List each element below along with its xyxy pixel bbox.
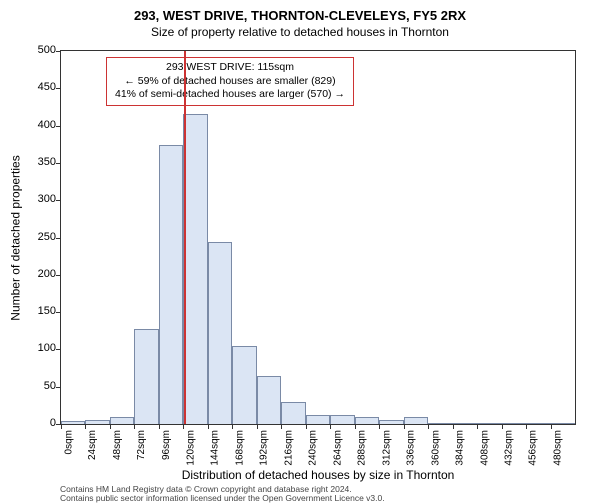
x-tick-label: 192sqm [259, 430, 270, 466]
y-tick [56, 312, 61, 313]
y-tick [56, 275, 61, 276]
x-tick-label: 384sqm [455, 430, 466, 466]
histogram-bar [61, 421, 85, 424]
y-tick-label: 200 [16, 268, 56, 280]
x-tick-label: 48sqm [112, 430, 123, 460]
x-tick [330, 424, 331, 429]
x-tick [281, 424, 282, 429]
x-tick [502, 424, 503, 429]
y-tick-label: 450 [16, 81, 56, 93]
x-tick [183, 424, 184, 429]
annotation-box: 293 WEST DRIVE: 115sqm ← 59% of detached… [106, 57, 354, 106]
histogram-bar [281, 402, 305, 424]
x-axis-title: Distribution of detached houses by size … [60, 468, 576, 482]
y-tick [56, 200, 61, 201]
chart-title-sub: Size of property relative to detached ho… [0, 23, 600, 39]
x-tick-label: 96sqm [161, 430, 172, 460]
x-tick [85, 424, 86, 429]
x-tick [477, 424, 478, 429]
y-tick-label: 50 [16, 380, 56, 392]
x-tick-label: 312sqm [381, 430, 392, 466]
x-tick-label: 264sqm [332, 430, 343, 466]
x-tick-label: 144sqm [210, 430, 221, 466]
histogram-bar [355, 417, 379, 424]
x-tick [159, 424, 160, 429]
histogram-bar [379, 420, 403, 424]
x-tick [61, 424, 62, 429]
y-tick-label: 500 [16, 44, 56, 56]
annotation-line-2: ← 59% of detached houses are smaller (82… [115, 75, 345, 89]
plot-area: 293 WEST DRIVE: 115sqm ← 59% of detached… [60, 50, 576, 425]
histogram-bar [85, 420, 109, 424]
histogram-bar [404, 417, 428, 424]
x-tick-label: 120sqm [185, 430, 196, 466]
x-tick [428, 424, 429, 429]
x-tick [257, 424, 258, 429]
histogram-bar [526, 423, 550, 424]
histogram-bar [306, 415, 330, 424]
y-tick-label: 250 [16, 231, 56, 243]
x-tick-label: 456sqm [528, 430, 539, 466]
x-tick [232, 424, 233, 429]
x-tick [306, 424, 307, 429]
x-tick [134, 424, 135, 429]
x-tick-label: 0sqm [63, 430, 74, 454]
y-tick [56, 51, 61, 52]
x-tick [110, 424, 111, 429]
x-tick-label: 216sqm [283, 430, 294, 466]
x-tick [208, 424, 209, 429]
histogram-bar [330, 415, 354, 424]
histogram-bar [257, 376, 281, 424]
histogram-bar [110, 417, 134, 424]
x-tick-label: 72sqm [136, 430, 147, 460]
x-tick [551, 424, 552, 429]
y-tick [56, 163, 61, 164]
x-tick-label: 408sqm [479, 430, 490, 466]
histogram-bar [232, 346, 256, 424]
footer-attribution: Contains HM Land Registry data © Crown c… [60, 485, 385, 504]
x-tick-label: 336sqm [406, 430, 417, 466]
y-tick [56, 349, 61, 350]
x-tick-label: 168sqm [234, 430, 245, 466]
y-tick-label: 100 [16, 342, 56, 354]
histogram-bar [183, 114, 207, 424]
y-tick [56, 387, 61, 388]
y-tick [56, 126, 61, 127]
histogram-bar [551, 423, 575, 424]
x-tick [526, 424, 527, 429]
histogram-bar [453, 423, 477, 424]
y-tick-label: 350 [16, 156, 56, 168]
histogram-bar [428, 423, 452, 424]
annotation-line-3: 41% of semi-detached houses are larger (… [115, 88, 345, 102]
annotation-line-1: 293 WEST DRIVE: 115sqm [115, 61, 345, 75]
x-tick-label: 360sqm [430, 430, 441, 466]
y-tick [56, 238, 61, 239]
x-tick [355, 424, 356, 429]
histogram-bar [502, 423, 526, 424]
x-tick [453, 424, 454, 429]
y-tick-label: 400 [16, 119, 56, 131]
y-tick [56, 88, 61, 89]
y-tick-label: 0 [16, 417, 56, 429]
histogram-bar [477, 423, 501, 424]
x-tick-label: 432sqm [504, 430, 515, 466]
x-tick-label: 288sqm [357, 430, 368, 466]
x-tick-label: 24sqm [87, 430, 98, 460]
histogram-bar [134, 329, 158, 424]
y-tick-label: 300 [16, 193, 56, 205]
x-tick-label: 480sqm [553, 430, 564, 466]
chart-title-main: 293, WEST DRIVE, THORNTON-CLEVELEYS, FY5… [0, 0, 600, 23]
x-tick [379, 424, 380, 429]
x-tick-label: 240sqm [308, 430, 319, 466]
footer-line-2: Contains public sector information licen… [60, 494, 385, 503]
x-tick [404, 424, 405, 429]
histogram-bar [208, 242, 232, 424]
property-marker-line [184, 51, 186, 424]
y-tick-label: 150 [16, 305, 56, 317]
histogram-bar [159, 145, 183, 424]
